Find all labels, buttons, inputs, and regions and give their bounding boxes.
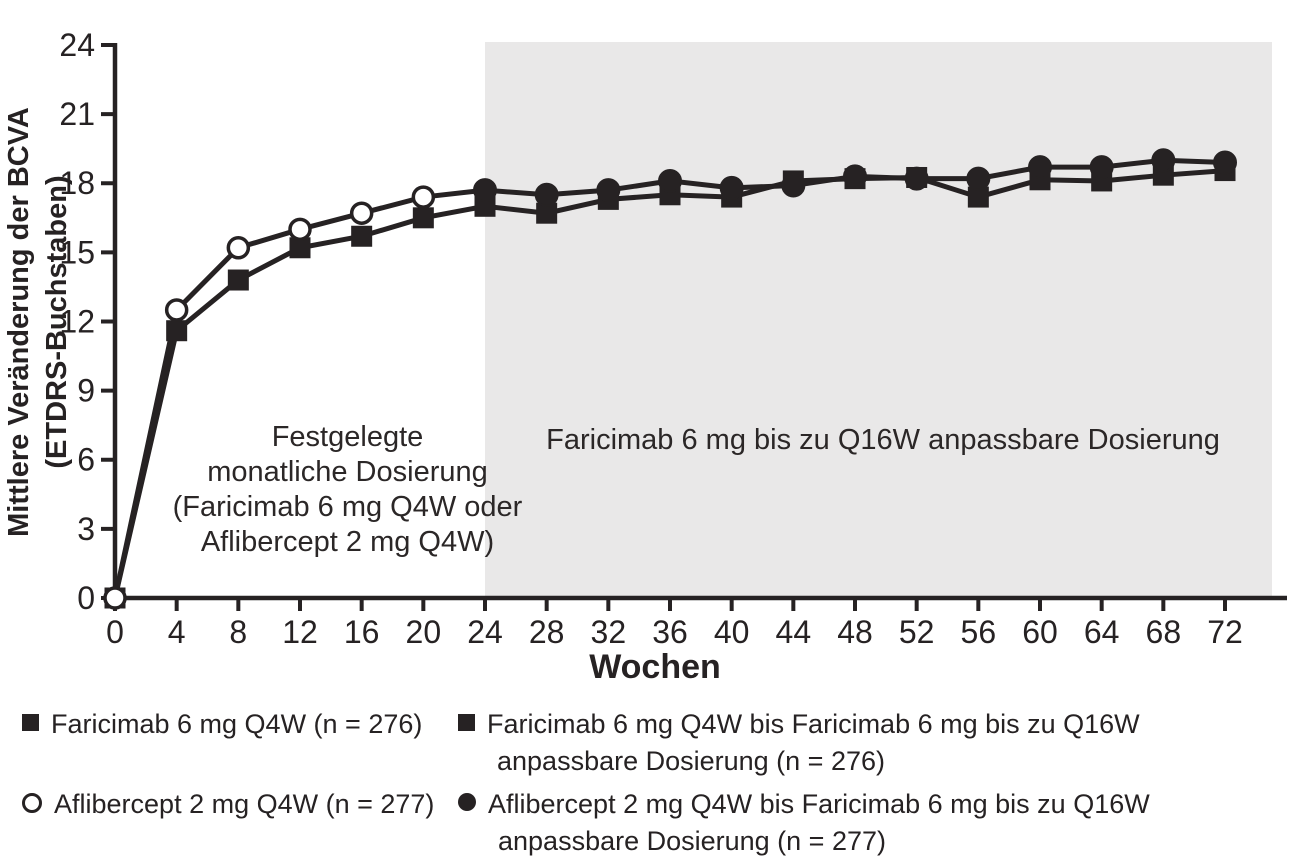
legend-label-line2: anpassbare Dosierung (n = 276)	[497, 746, 885, 776]
x-tick-label: 16	[344, 614, 380, 650]
legend-label: Aflibercept 2 mg Q4W bis Faricimab 6 mg …	[488, 786, 1150, 860]
legend-label: Aflibercept 2 mg Q4W (n = 277)	[54, 789, 435, 819]
legend-label-line2: anpassbare Dosierung (n = 277)	[498, 826, 886, 856]
filled-square-icon	[458, 714, 475, 731]
x-tick-label: 4	[168, 614, 186, 650]
marker-square	[412, 207, 434, 229]
legend-item-faricimab-q4w: Faricimab 6 mg Q4W (n = 276)	[22, 706, 422, 743]
marker-filled-circle	[1151, 148, 1176, 173]
x-tick-label: 52	[899, 614, 935, 650]
marker-filled-circle	[904, 166, 929, 191]
filled-circle-icon	[458, 793, 476, 811]
marker-filled-circle	[473, 178, 498, 203]
marker-filled-circle	[596, 178, 621, 203]
y-tick-label: 18	[59, 165, 95, 201]
fixed-dosing-annotation: Festgelegte monatliche Dosierung (Farici…	[172, 421, 523, 558]
marker-square	[289, 237, 311, 259]
marker-filled-circle	[1213, 150, 1238, 175]
x-tick-label: 0	[106, 614, 124, 650]
y-tick-label: 0	[77, 580, 95, 616]
marker-filled-circle	[1089, 155, 1114, 180]
x-tick-label: 24	[467, 614, 503, 650]
marker-square	[227, 269, 249, 291]
marker-open-circle	[164, 298, 189, 322]
x-tick-label: 68	[1146, 614, 1182, 650]
marker-filled-circle	[658, 168, 683, 193]
x-tick-label: 36	[652, 614, 688, 650]
y-tick-label: 9	[77, 373, 95, 409]
legend-label: Faricimab 6 mg Q4W (n = 276)	[51, 709, 423, 739]
legend-item-aflibercept-q4w: Aflibercept 2 mg Q4W (n = 277)	[22, 786, 434, 823]
x-tick-label: 72	[1207, 614, 1243, 650]
filled-square-icon	[22, 714, 39, 731]
x-tick-label: 40	[714, 614, 750, 650]
x-tick-label: 28	[529, 614, 565, 650]
legend-item-faricimab-adjustable: Faricimab 6 mg Q4W bis Faricimab 6 mg bi…	[458, 706, 1140, 780]
marker-open-circle	[288, 217, 312, 242]
y-tick-label: 12	[59, 303, 95, 339]
open-circle-icon	[22, 793, 42, 813]
marker-open-circle	[349, 201, 374, 225]
marker-square	[967, 186, 989, 208]
marker-square	[166, 320, 188, 342]
y-tick-label: 21	[59, 96, 95, 132]
marker-filled-circle	[843, 164, 868, 189]
x-tick-label: 8	[229, 614, 247, 650]
x-tick-label: 32	[591, 614, 627, 650]
x-tick-label: 20	[406, 614, 442, 650]
x-tick-label: 64	[1084, 614, 1120, 650]
y-axis-title-line2: (ETDRS-Buchstaben)	[41, 175, 73, 469]
marker-filled-circle	[966, 166, 991, 191]
shaded-adjustable-phase	[485, 42, 1272, 598]
x-axis-title: Wochen	[589, 648, 721, 686]
legend-item-aflibercept-adjustable: Aflibercept 2 mg Q4W bis Faricimab 6 mg …	[458, 786, 1150, 860]
legend-label-line1: Aflibercept 2 mg Q4W bis Faricimab 6 mg …	[488, 789, 1150, 819]
y-axis-title-line1: Mittlere Veränderung der BCVA	[3, 107, 35, 537]
x-tick-label: 56	[961, 614, 997, 650]
y-tick-label: 15	[59, 234, 95, 270]
x-tick-label: 12	[282, 614, 318, 650]
marker-filled-circle	[534, 182, 559, 207]
marker-open-circle	[103, 586, 127, 610]
marker-open-circle	[226, 236, 251, 260]
marker-filled-circle	[1028, 155, 1053, 180]
marker-filled-circle	[781, 173, 806, 198]
marker-square	[474, 195, 496, 217]
y-tick-label: 3	[77, 511, 95, 547]
y-tick-label: 24	[59, 27, 95, 63]
legend-label-line1: Faricimab 6 mg Q4W bis Faricimab 6 mg bi…	[487, 709, 1140, 739]
x-tick-label: 44	[776, 614, 812, 650]
marker-square	[351, 225, 373, 247]
x-tick-label: 60	[1022, 614, 1058, 650]
legend-label: Faricimab 6 mg Q4W bis Faricimab 6 mg bi…	[487, 706, 1140, 780]
x-tick-label: 48	[837, 614, 873, 650]
adjustable-dosing-annotation: Faricimab 6 mg bis zu Q16W anpassbare Do…	[546, 424, 1220, 456]
marker-filled-circle	[719, 175, 744, 200]
marker-square	[536, 202, 558, 224]
marker-open-circle	[411, 185, 436, 209]
y-axis-title: Mittlere Veränderung der BCVA (ETDRS-Buc…	[0, 42, 76, 602]
y-tick-label: 6	[77, 442, 95, 478]
